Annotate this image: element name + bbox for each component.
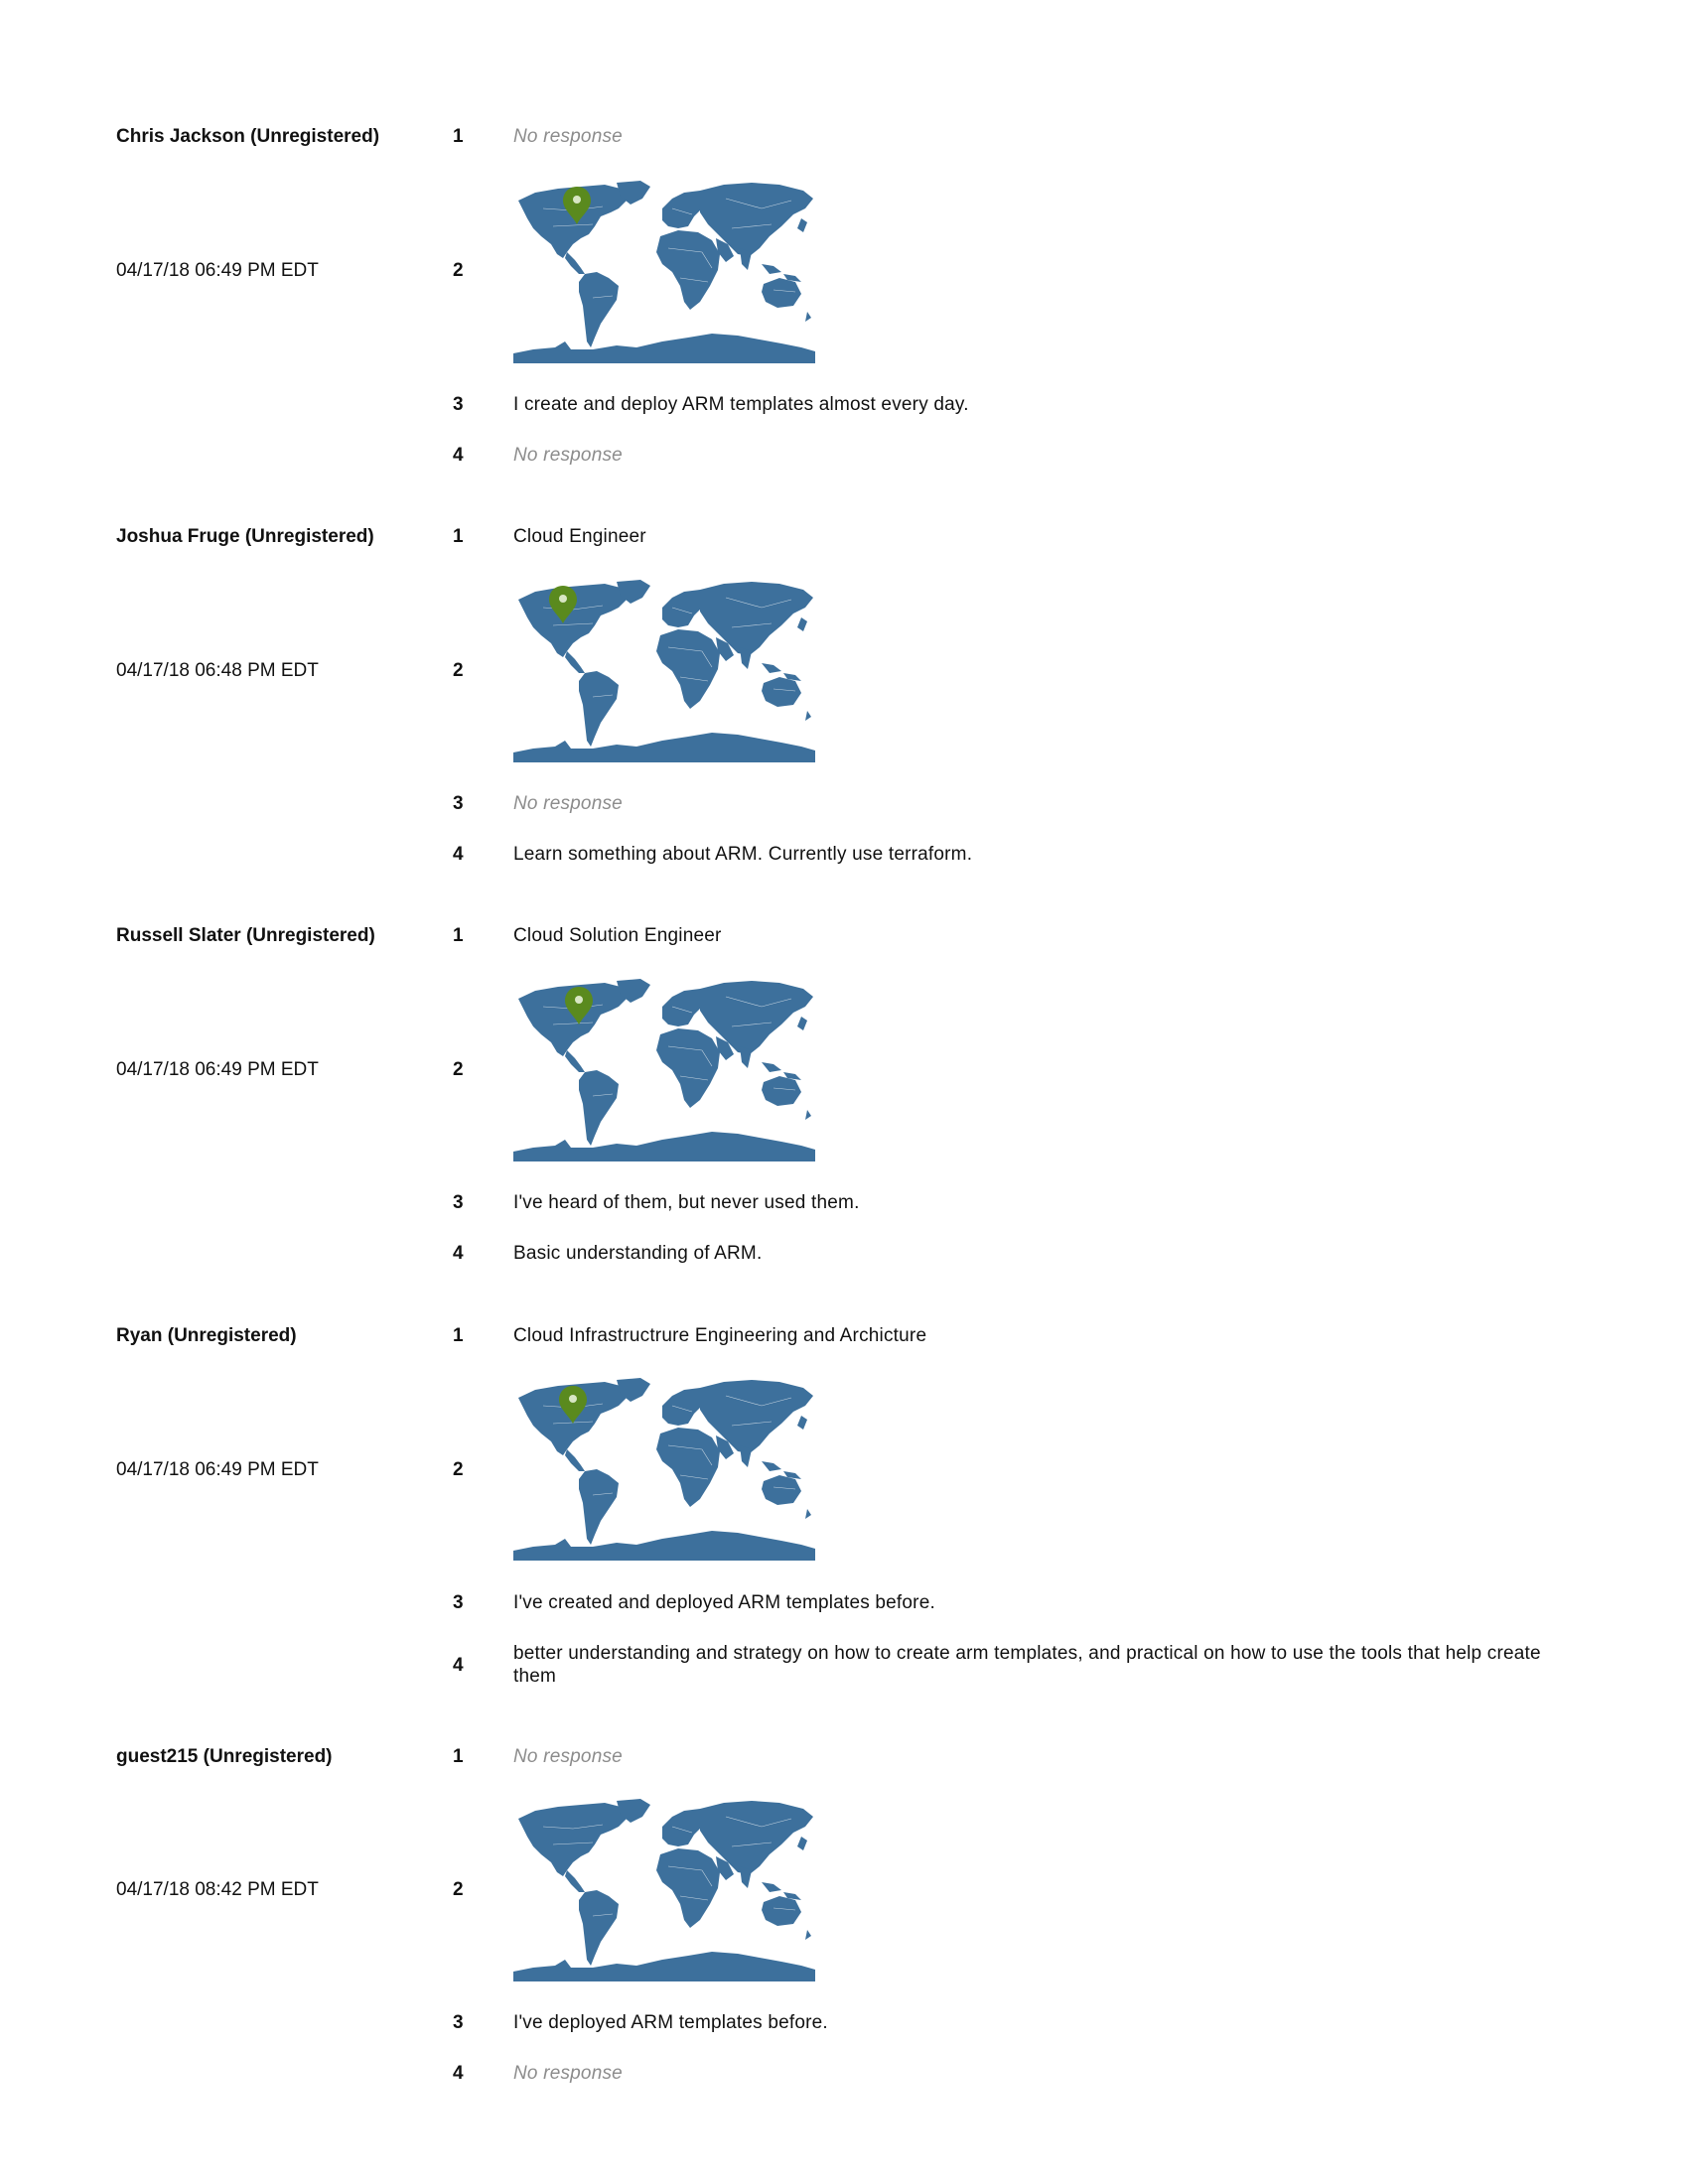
answer-text: Basic understanding of ARM. bbox=[513, 1243, 763, 1264]
response-date: 04/17/18 06:49 PM EDT bbox=[116, 1459, 319, 1480]
question-number: 1 bbox=[453, 1325, 464, 1346]
respondent-name: Russell Slater (Unregistered) bbox=[116, 925, 375, 946]
question-number: 1 bbox=[453, 126, 464, 147]
answer-text: Cloud Solution Engineer bbox=[513, 925, 722, 946]
question-number: 4 bbox=[453, 1243, 464, 1264]
question-number: 1 bbox=[453, 925, 464, 946]
respondent-name: guest215 (Unregistered) bbox=[116, 1746, 333, 1767]
answer-text: No response bbox=[513, 445, 623, 466]
question-number: 3 bbox=[453, 2012, 464, 2033]
question-number: 2 bbox=[453, 660, 464, 681]
answer-text: I create and deploy ARM templates almost… bbox=[513, 394, 969, 415]
question-number: 4 bbox=[453, 1655, 464, 1676]
answer-text: I've created and deployed ARM templates … bbox=[513, 1592, 935, 1613]
answer-text: Cloud Engineer bbox=[513, 526, 646, 547]
respondent-name: Joshua Fruge (Unregistered) bbox=[116, 526, 374, 547]
answer-text: I've deployed ARM templates before. bbox=[513, 2012, 828, 2033]
respondent-name: Chris Jackson (Unregistered) bbox=[116, 126, 380, 147]
answer-text: better understanding and strategy on how… bbox=[513, 1643, 1541, 1687]
question-number: 4 bbox=[453, 2063, 464, 2084]
question-number: 3 bbox=[453, 394, 464, 415]
answer-text: Cloud Infrastructrure Engineering and Ar… bbox=[513, 1325, 927, 1346]
response-date: 04/17/18 06:48 PM EDT bbox=[116, 660, 319, 681]
world-map bbox=[513, 978, 815, 1162]
question-number: 2 bbox=[453, 1459, 464, 1480]
world-map bbox=[513, 1798, 815, 1982]
answer-text: No response bbox=[513, 126, 623, 147]
world-map bbox=[513, 579, 815, 763]
response-date: 04/17/18 06:49 PM EDT bbox=[116, 260, 319, 281]
answer-text: No response bbox=[513, 1746, 623, 1767]
question-number: 2 bbox=[453, 1059, 464, 1080]
response-date: 04/17/18 08:42 PM EDT bbox=[116, 1879, 319, 1900]
answer-text: No response bbox=[513, 793, 623, 814]
answer-text: No response bbox=[513, 2063, 623, 2084]
answer-text: Learn something about ARM. Currently use… bbox=[513, 844, 973, 865]
world-map bbox=[513, 1377, 815, 1562]
question-number: 4 bbox=[453, 445, 464, 466]
question-number: 3 bbox=[453, 1192, 464, 1213]
question-number: 1 bbox=[453, 526, 464, 547]
question-number: 2 bbox=[453, 260, 464, 281]
question-number: 2 bbox=[453, 1879, 464, 1900]
response-date: 04/17/18 06:49 PM EDT bbox=[116, 1059, 319, 1080]
world-map bbox=[513, 180, 815, 364]
question-number: 3 bbox=[453, 793, 464, 814]
answer-text: I've heard of them, but never used them. bbox=[513, 1192, 860, 1213]
question-number: 4 bbox=[453, 844, 464, 865]
question-number: 1 bbox=[453, 1746, 464, 1767]
question-number: 3 bbox=[453, 1592, 464, 1613]
respondent-name: Ryan (Unregistered) bbox=[116, 1325, 297, 1346]
